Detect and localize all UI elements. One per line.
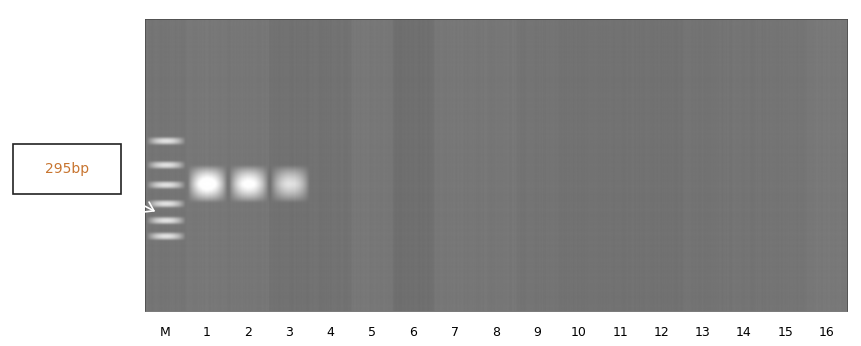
Text: 5: 5 bbox=[368, 326, 375, 339]
Bar bbox=[13, 144, 121, 194]
Text: 8: 8 bbox=[492, 326, 499, 339]
Text: 15: 15 bbox=[777, 326, 792, 339]
Text: 9: 9 bbox=[533, 326, 541, 339]
Text: 1: 1 bbox=[202, 326, 210, 339]
Text: 2: 2 bbox=[244, 326, 251, 339]
Text: 295bp: 295bp bbox=[45, 162, 89, 176]
Text: 3: 3 bbox=[285, 326, 293, 339]
Text: M: M bbox=[160, 326, 170, 339]
Text: 16: 16 bbox=[818, 326, 833, 339]
Text: 7: 7 bbox=[450, 326, 458, 339]
Text: 11: 11 bbox=[611, 326, 627, 339]
Text: 6: 6 bbox=[409, 326, 417, 339]
Text: 14: 14 bbox=[735, 326, 751, 339]
Text: 12: 12 bbox=[653, 326, 668, 339]
FancyArrowPatch shape bbox=[123, 195, 154, 212]
Text: 10: 10 bbox=[570, 326, 586, 339]
Text: 4: 4 bbox=[326, 326, 334, 339]
Text: 13: 13 bbox=[694, 326, 709, 339]
